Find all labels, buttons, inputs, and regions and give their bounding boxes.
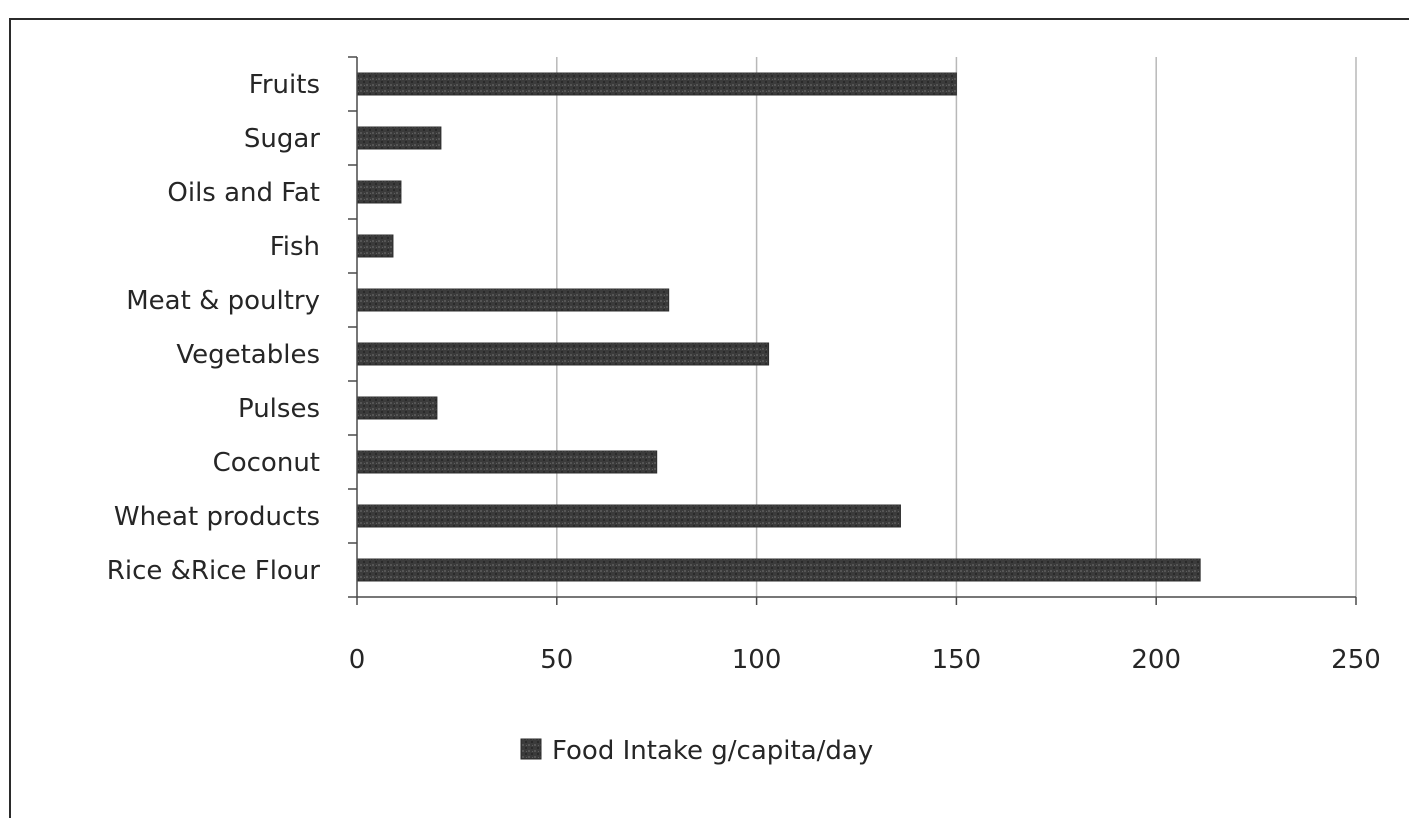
category-label: Coconut (213, 448, 320, 478)
bar (356, 504, 901, 528)
legend: Food Intake g/capita/day (520, 736, 873, 766)
bar (356, 234, 394, 258)
bar (356, 180, 402, 204)
x-tick-labels: 0 50 100 150 200 250 (349, 645, 1381, 675)
bar (356, 72, 957, 96)
category-label: Pulses (238, 394, 320, 424)
bars (356, 72, 1201, 582)
axes (348, 56, 1357, 605)
category-label: Meat & poultry (126, 286, 320, 316)
category-label: Sugar (244, 124, 320, 154)
x-tick-label: 50 (540, 645, 573, 675)
bar (356, 396, 438, 420)
x-tick-label: 0 (349, 645, 366, 675)
category-label: Rice &Rice Flour (107, 556, 321, 586)
category-label: Fruits (249, 70, 320, 100)
chart-frame (9, 18, 1409, 818)
x-tick-label: 150 (932, 645, 982, 675)
bar (356, 126, 442, 150)
category-label: Oils and Fat (167, 178, 320, 208)
x-tick-label: 250 (1331, 645, 1381, 675)
bar (356, 558, 1201, 582)
category-label: Wheat products (114, 502, 320, 532)
legend-label: Food Intake g/capita/day (552, 736, 873, 766)
category-label: Vegetables (176, 340, 320, 370)
category-label: Fish (270, 232, 320, 262)
x-tick-label: 200 (1131, 645, 1181, 675)
bar (356, 342, 770, 366)
category-labels: Rice &Rice Flour Wheat products Coconut Pul… (107, 70, 321, 586)
legend-swatch (520, 738, 542, 760)
x-tick-label: 100 (732, 645, 782, 675)
bar (356, 288, 670, 312)
bar-chart: Rice &Rice Flour Wheat products Coconut Pul… (107, 56, 1381, 766)
bar (356, 450, 658, 474)
